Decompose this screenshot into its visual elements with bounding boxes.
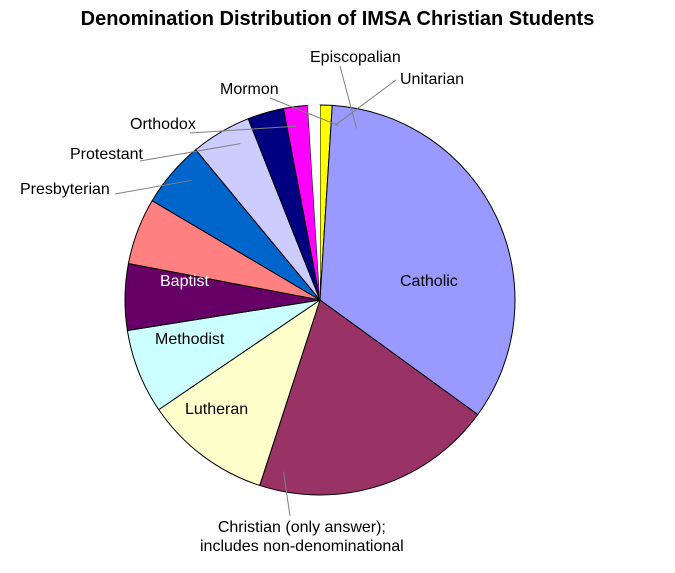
label-catholic: Catholic (400, 272, 458, 291)
label-protestant: Protestant (70, 145, 143, 164)
label-christian: Christian (only answer);includes non-den… (200, 518, 404, 556)
label-mormon: Mormon (220, 80, 279, 99)
label-lutheran: Lutheran (185, 400, 248, 419)
label-methodist: Methodist (155, 330, 224, 349)
chart-container: Denomination Distribution of IMSA Christ… (0, 0, 675, 573)
label-presbyterian: Presbyterian (20, 180, 110, 199)
pie-chart (0, 0, 675, 573)
label-unitarian: Unitarian (400, 70, 464, 89)
label-baptist: Baptist (160, 272, 209, 291)
label-orthodox: Orthodox (130, 115, 196, 134)
label-episcopalian: Episcopalian (310, 48, 401, 67)
